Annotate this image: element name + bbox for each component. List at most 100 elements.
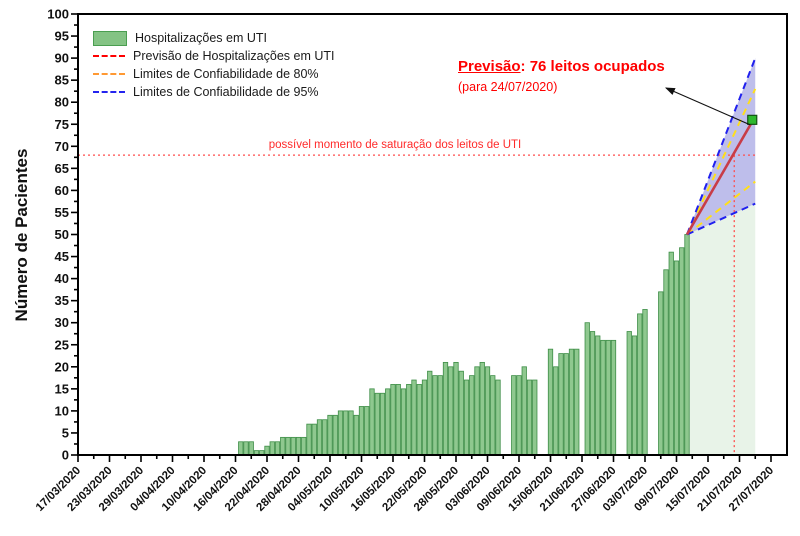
uti-bar	[463, 379, 470, 456]
uti-bar	[474, 366, 480, 456]
uti-bar	[306, 423, 312, 456]
prediction-annotation: Previsão: 76 leitos ocupados (para 24/07…	[458, 58, 665, 94]
uti-bar	[316, 419, 323, 456]
uti-bar	[516, 375, 522, 456]
y-tick-label: 75	[55, 117, 69, 132]
uti-bar	[364, 406, 370, 456]
uti-bar	[269, 441, 275, 456]
uti-bar	[327, 414, 333, 456]
uti-bar	[390, 384, 396, 456]
legend-label: Limites de Confiabilidade de 95%	[133, 85, 319, 99]
uti-bar	[243, 441, 249, 456]
uti-bar	[684, 234, 690, 456]
prediction-annotation-date: (para 24/07/2020)	[458, 80, 558, 94]
y-tick-label: 50	[55, 227, 69, 242]
uti-bar	[343, 410, 349, 456]
legend-label: Limites de Confiabilidade de 80%	[133, 67, 319, 81]
uti-bar	[280, 436, 286, 456]
y-tick-label: 85	[55, 73, 69, 88]
y-tick-label: 65	[55, 161, 69, 176]
uti-bar	[238, 441, 244, 456]
y-tick-label: 45	[55, 249, 69, 264]
uti-bar	[458, 370, 464, 456]
uti-bar	[521, 366, 527, 456]
dashed-line-swatch	[93, 55, 125, 57]
y-axis-title: Número de Pacientes	[12, 148, 31, 322]
y-tick-label: 5	[62, 425, 69, 440]
uti-bar	[385, 388, 391, 456]
uti-bar	[673, 260, 680, 456]
prediction-annotation-value: : 76 leitos ocupados	[520, 58, 665, 75]
uti-bar	[568, 348, 575, 456]
uti-bar	[369, 388, 375, 456]
y-tick-label: 90	[55, 51, 69, 66]
y-tick-label: 15	[55, 381, 69, 396]
annotation-arrow	[664, 87, 751, 126]
uti-bar	[374, 392, 380, 456]
prediction-annotation-title: Previsão: 76 leitos ocupados	[458, 58, 665, 75]
uti-bar	[442, 361, 449, 456]
legend-item-hospitalizations: Hospitalizações em UTI	[93, 29, 334, 47]
legend-label: Previsão de Hospitalizações em UTI	[133, 49, 335, 63]
uti-bar	[411, 379, 417, 456]
dashed-line-swatch	[93, 91, 125, 93]
uti-bar	[547, 348, 554, 456]
uti-bar	[301, 436, 307, 456]
uti-bar	[248, 441, 254, 456]
uti-bar	[658, 291, 664, 456]
uti-bar	[511, 375, 517, 456]
dashed-line-swatch	[93, 73, 125, 75]
y-tick-label: 30	[55, 315, 69, 330]
uti-bar	[337, 410, 344, 456]
prediction-marker	[747, 114, 758, 125]
uti-bar	[631, 335, 638, 456]
uti-bar	[637, 313, 643, 456]
uti-bar	[358, 406, 365, 456]
legend-item-ci95: Limites de Confiabilidade de 95%	[93, 83, 334, 101]
legend-label: Hospitalizações em UTI	[135, 31, 267, 45]
y-tick-label: 35	[55, 293, 69, 308]
uti-bar	[416, 384, 422, 456]
y-tick-label: 95	[55, 29, 69, 44]
legend-item-prediction: Previsão de Hospitalizações em UTI	[93, 47, 334, 65]
uti-bar	[353, 414, 359, 456]
uti-bar	[495, 379, 501, 456]
uti-bar	[421, 379, 428, 456]
uti-bar	[589, 331, 596, 456]
uti-bar	[679, 247, 685, 456]
uti-bar	[348, 410, 354, 456]
uti-bar	[526, 379, 533, 456]
uti-bar	[432, 375, 438, 456]
uti-bar	[668, 251, 674, 456]
uti-bar	[427, 370, 433, 456]
uti-bar	[469, 375, 475, 456]
y-tick-label: 55	[55, 205, 69, 220]
y-tick-label: 0	[62, 448, 69, 463]
ci80-line	[686, 180, 756, 236]
uti-bar	[484, 366, 491, 456]
saturation-annotation: possível momento de saturação dos leitos…	[268, 139, 522, 151]
y-tick-label: 40	[55, 271, 69, 286]
uti-bar	[642, 309, 648, 456]
ci80-line	[686, 88, 757, 235]
uti-bar	[285, 436, 291, 456]
forecast-region	[687, 203, 756, 455]
y-tick-label: 20	[55, 359, 69, 374]
uti-bar	[490, 375, 496, 456]
uti-bar	[379, 392, 386, 456]
uti-bar	[264, 445, 270, 456]
uti-bar	[574, 348, 580, 456]
y-tick-label: 100	[47, 7, 69, 22]
prediction-annotation-lead: Previsão	[458, 58, 521, 75]
legend-item-ci80: Limites de Confiabilidade de 80%	[93, 65, 334, 83]
ci95-line	[686, 202, 756, 236]
uti-bar	[553, 366, 559, 456]
uti-bar	[395, 384, 401, 456]
y-tick-label: 10	[55, 403, 69, 418]
uti-bar	[610, 339, 617, 456]
y-tick-label: 80	[55, 95, 69, 110]
uti-bar	[406, 384, 412, 456]
uti-bar	[290, 436, 296, 456]
